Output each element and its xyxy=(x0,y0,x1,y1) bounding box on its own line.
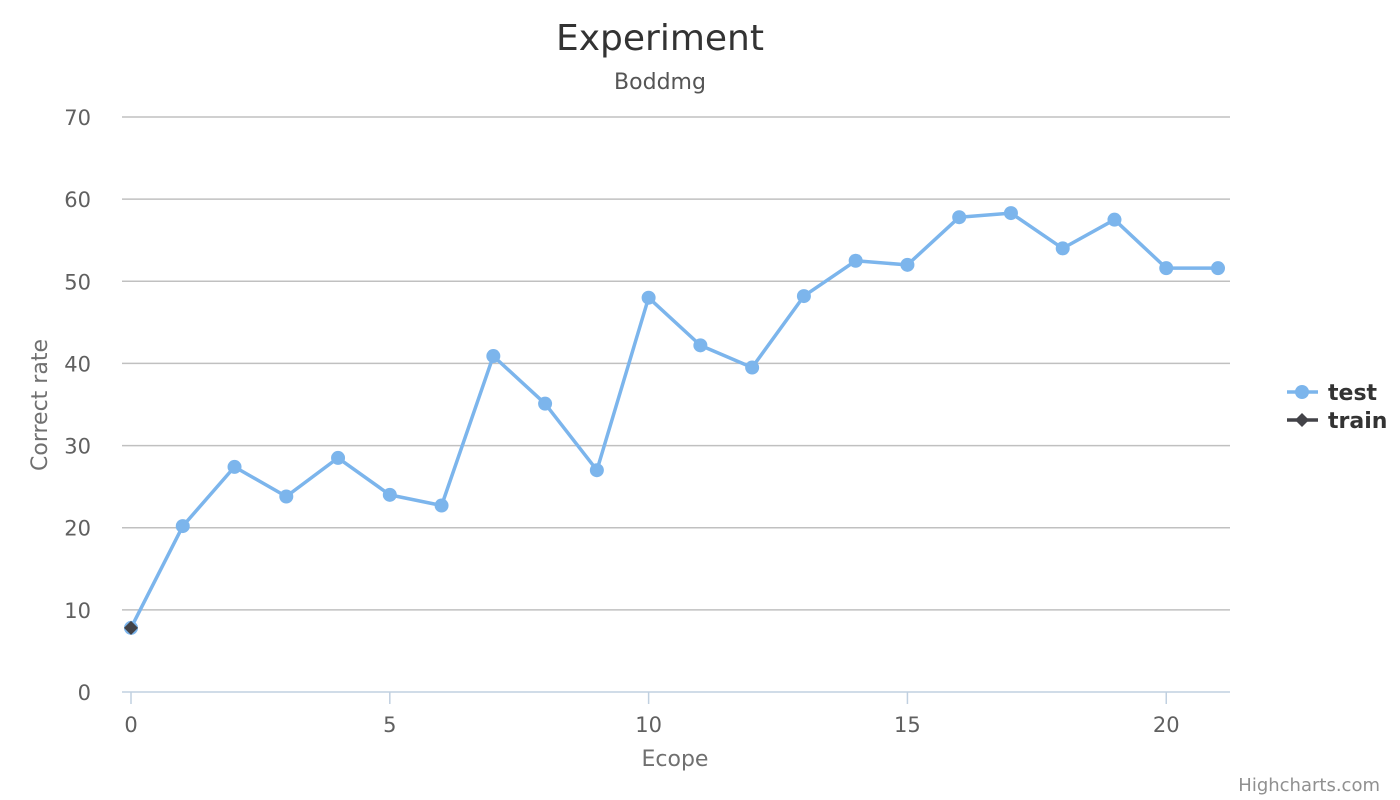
x-tick-label: 0 xyxy=(124,713,137,737)
data-point-test[interactable] xyxy=(796,289,811,304)
data-point-test[interactable] xyxy=(175,519,190,534)
data-point-test[interactable] xyxy=(952,210,967,225)
y-tick-label: 30 xyxy=(64,435,91,459)
legend-item-train[interactable]: train xyxy=(1287,409,1387,434)
data-point-test[interactable] xyxy=(1159,261,1174,276)
legend-marker-icon xyxy=(1295,413,1309,427)
chart-subtitle: Boddmg xyxy=(614,70,706,95)
x-axis: 0 5 10 15 20 xyxy=(122,691,1230,737)
y-tick-label: 60 xyxy=(64,188,91,212)
x-tick-label: 10 xyxy=(635,713,662,737)
legend-label: test xyxy=(1328,381,1378,406)
data-point-test[interactable] xyxy=(848,253,863,268)
y-tick-label: 70 xyxy=(64,106,91,130)
series-layer xyxy=(124,206,1225,635)
x-axis-title: Ecope xyxy=(642,747,709,772)
y-tick-label: 10 xyxy=(64,599,91,623)
data-point-test[interactable] xyxy=(1003,206,1018,221)
legend: test train xyxy=(1287,381,1387,434)
chart-title: Experiment xyxy=(556,18,764,59)
data-point-test[interactable] xyxy=(486,349,501,364)
legend-item-test[interactable]: test xyxy=(1287,381,1378,406)
y-tick-label: 50 xyxy=(64,270,91,294)
y-tick-label: 0 xyxy=(78,681,91,705)
data-point-test[interactable] xyxy=(279,489,294,504)
data-point-test[interactable] xyxy=(434,498,449,513)
x-tick-label: 15 xyxy=(894,713,921,737)
data-point-test[interactable] xyxy=(589,463,604,478)
legend-label: train xyxy=(1328,409,1387,434)
x-tick-label: 5 xyxy=(383,713,396,737)
credits-text[interactable]: Highcharts.com xyxy=(1238,775,1380,796)
data-point-test[interactable] xyxy=(693,338,708,353)
data-point-test[interactable] xyxy=(331,450,346,465)
data-point-test[interactable] xyxy=(227,459,242,474)
x-tick-label: 20 xyxy=(1153,713,1180,737)
legend-marker-icon xyxy=(1295,385,1309,399)
data-point-test[interactable] xyxy=(641,290,656,305)
series-line-test[interactable] xyxy=(129,211,1218,629)
data-point-test[interactable] xyxy=(1211,261,1225,276)
data-point-train[interactable] xyxy=(124,620,138,635)
grid-lines xyxy=(122,116,1230,611)
data-point-test[interactable] xyxy=(900,257,915,272)
y-axis-ticks: 0 10 20 30 40 50 60 70 xyxy=(64,106,91,705)
data-point-test[interactable] xyxy=(745,360,760,375)
data-point-test[interactable] xyxy=(1107,212,1122,227)
data-point-test[interactable] xyxy=(382,487,397,502)
data-point-test[interactable] xyxy=(1055,241,1070,256)
data-point-test[interactable] xyxy=(538,396,553,411)
y-tick-label: 40 xyxy=(64,352,91,376)
y-tick-label: 20 xyxy=(64,517,91,541)
y-axis-title: Correct rate xyxy=(28,339,53,471)
